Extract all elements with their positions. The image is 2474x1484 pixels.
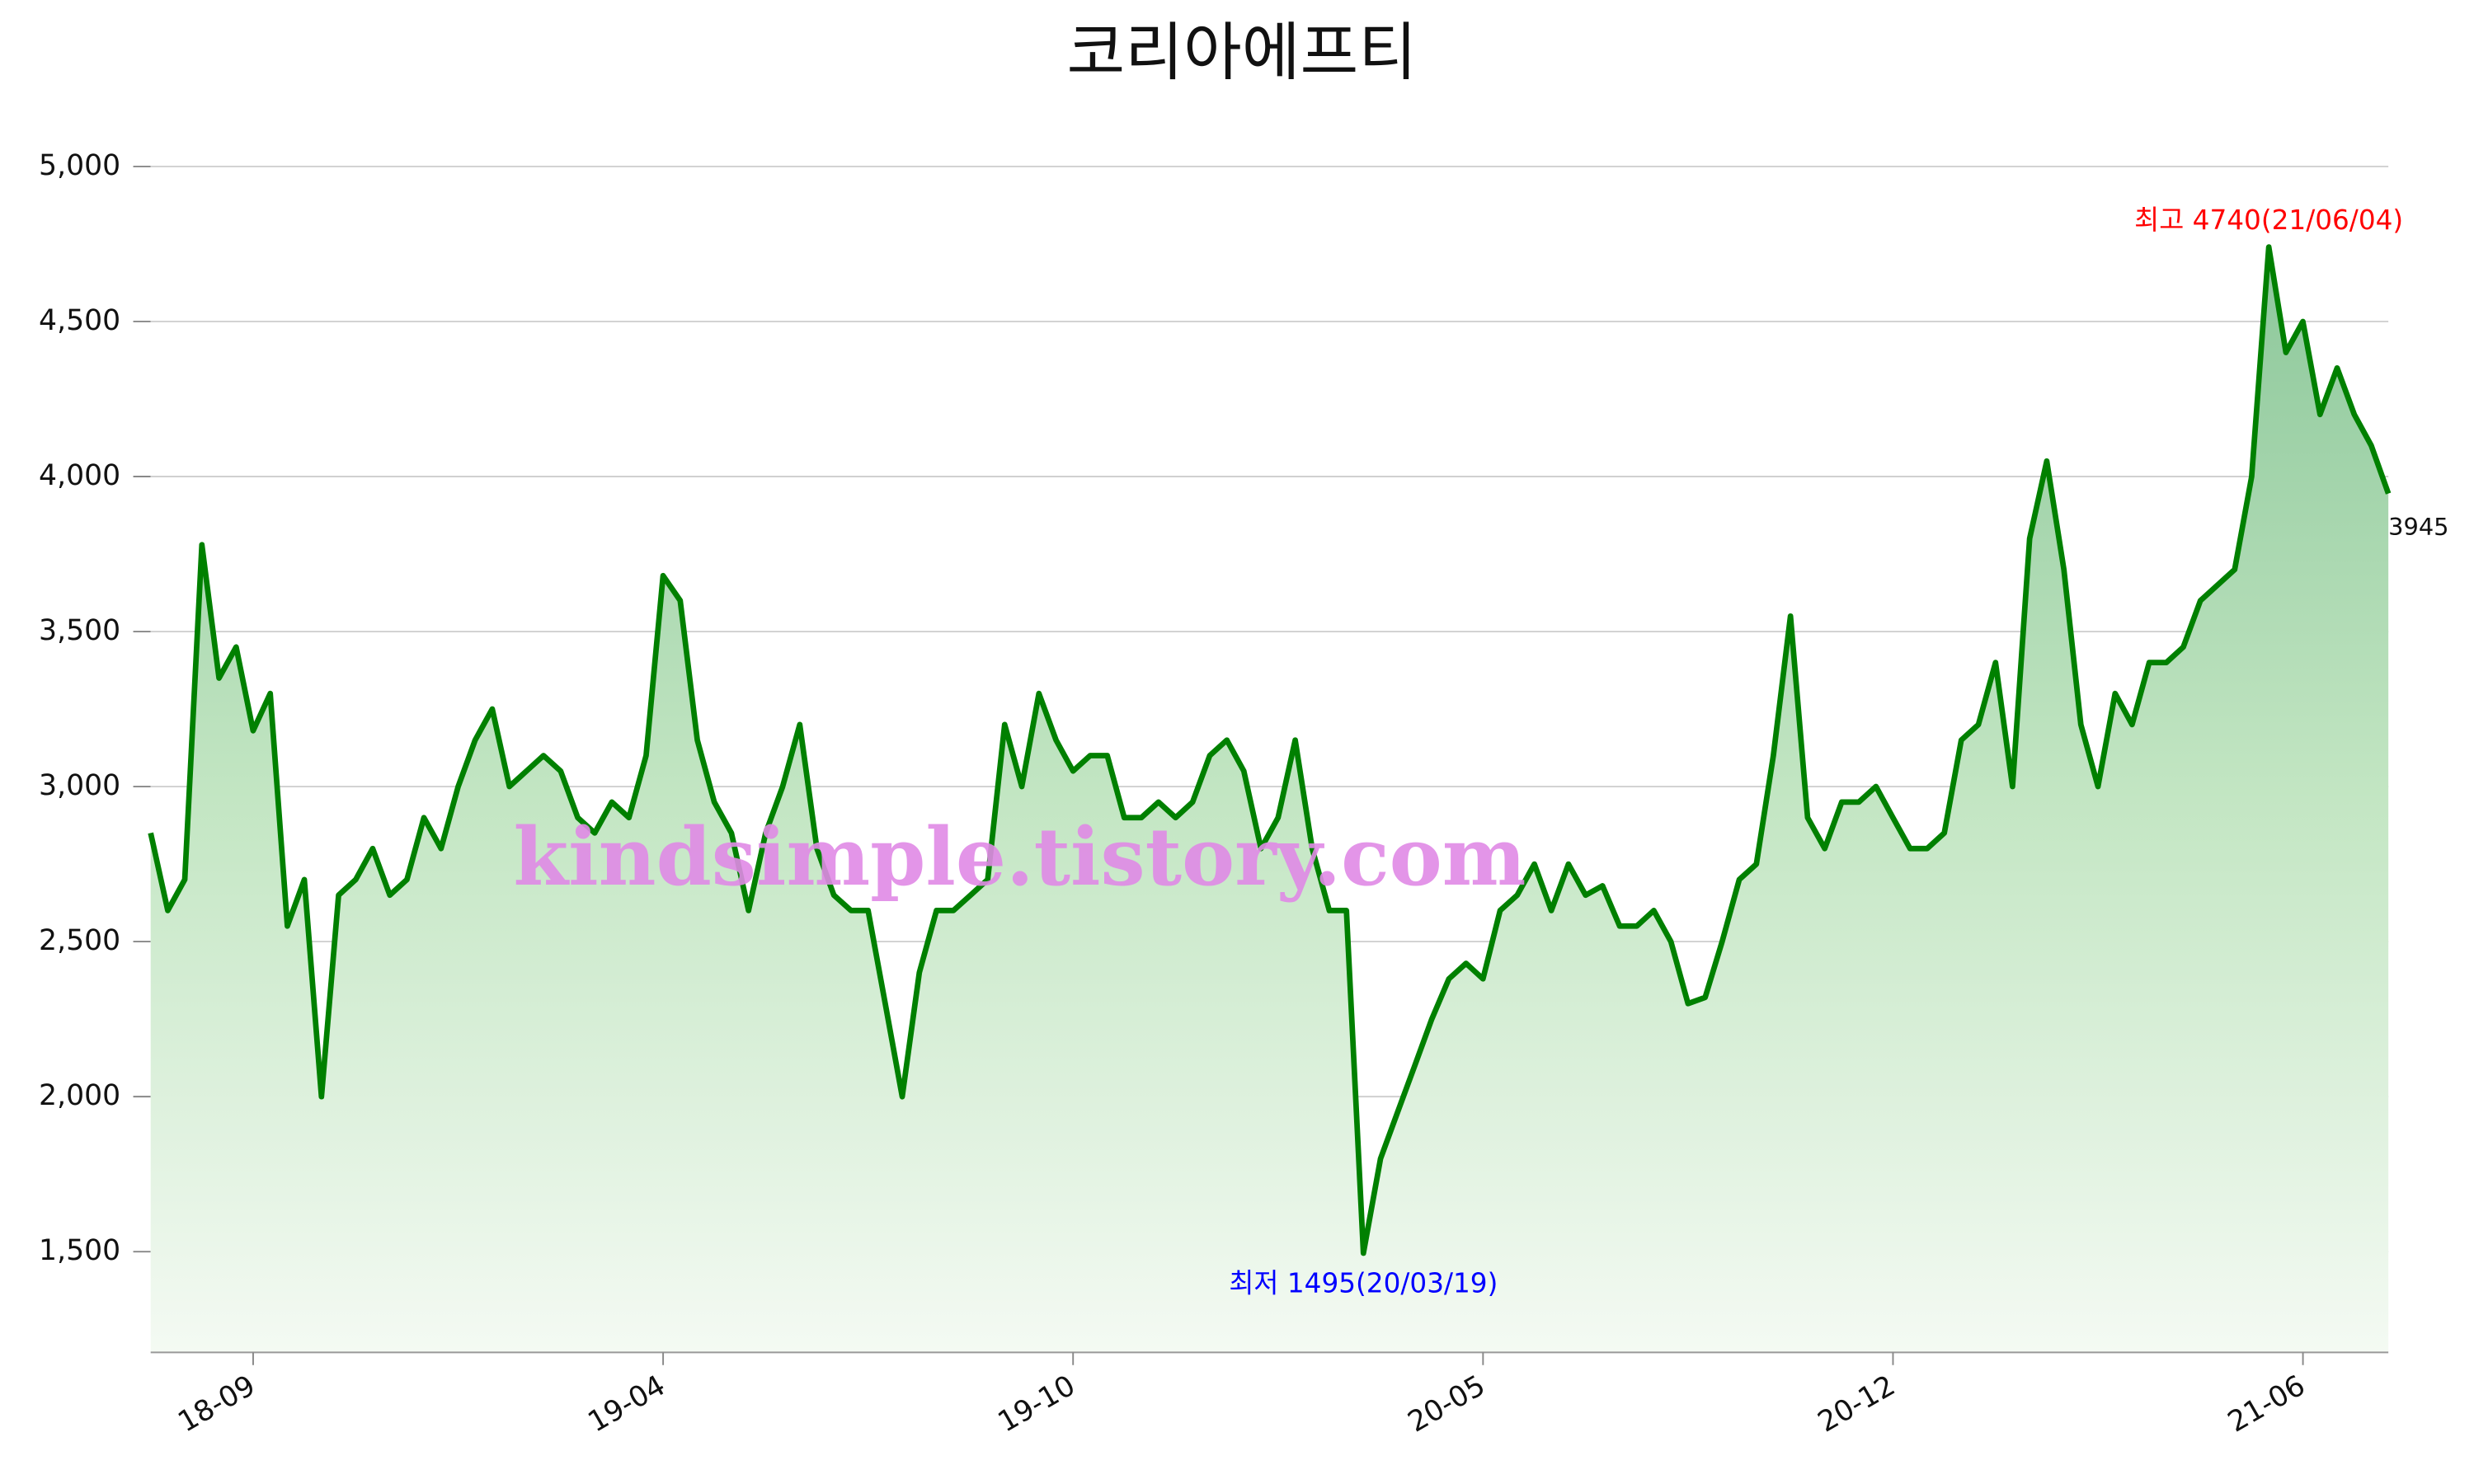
- y-tick-label: 1,500: [39, 1234, 120, 1267]
- x-tick-label: 20-05: [1403, 1369, 1491, 1439]
- y-tick-label: 2,500: [39, 924, 120, 957]
- chart-title: 코리아에프티: [1067, 16, 1418, 90]
- y-tick-label: 3,000: [39, 769, 120, 802]
- y-tick-label: 4,500: [39, 304, 120, 337]
- y-tick-label: 3,500: [39, 614, 120, 647]
- watermark: kindsimple.tistory.com: [514, 810, 1526, 904]
- x-tick-label: 20-12: [1813, 1369, 1901, 1439]
- x-tick-label: 19-10: [993, 1369, 1081, 1439]
- area: [150, 247, 2389, 1353]
- y-tick-label: 2,000: [39, 1079, 120, 1112]
- y-tick-label: 4,000: [39, 459, 120, 492]
- last-value-label: 3945: [2388, 513, 2448, 541]
- x-tick-label: 18-09: [172, 1369, 261, 1439]
- y-tick-label: 5,000: [39, 149, 120, 182]
- line: [148, 244, 2392, 1256]
- annotation-min: 최저 1495(20/03/19): [1229, 1268, 1498, 1299]
- x-tick-label: 19-04: [582, 1369, 670, 1439]
- x-tick-label: 21-06: [2222, 1369, 2311, 1439]
- annotation-max: 최고 4740(21/06/04): [2134, 204, 2403, 236]
